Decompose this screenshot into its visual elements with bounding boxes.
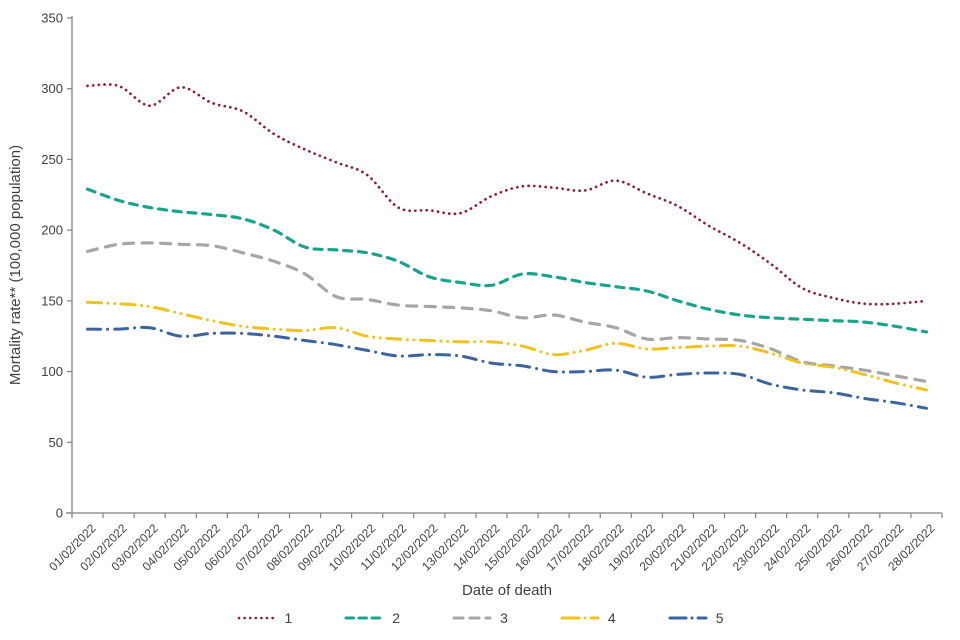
legend-sample-4 bbox=[560, 616, 600, 620]
series-lines bbox=[85, 83, 929, 410]
legend-item-2: 2 bbox=[344, 610, 400, 626]
legend-label-1: 1 bbox=[284, 610, 293, 626]
y-axis-title: Mortality rate** (100,000 population) bbox=[7, 145, 24, 385]
legend-sample-5 bbox=[668, 616, 708, 620]
legend-sample-3 bbox=[452, 616, 492, 620]
legend-sample-1 bbox=[237, 616, 276, 620]
axes bbox=[66, 16, 943, 518]
legend-item-4: 4 bbox=[560, 610, 616, 626]
x-axis-title: Date of death bbox=[462, 582, 552, 599]
legend-item-5: 5 bbox=[668, 610, 724, 626]
legend-sample-2 bbox=[344, 616, 384, 620]
mortality-rate-line-chart: Mortality rate** (100,000 population) Da… bbox=[7, 11, 943, 599]
y-tick-labels: 0 50 100 150 200 250 300 350 bbox=[41, 11, 63, 521]
legend-item-1: 1 bbox=[237, 610, 293, 626]
legend-item-3: 3 bbox=[452, 610, 508, 626]
series-5-line bbox=[86, 325, 928, 410]
series-3-line bbox=[85, 241, 929, 384]
y-tick-label: 150 bbox=[41, 293, 63, 308]
y-tick-label: 300 bbox=[41, 81, 63, 96]
series-2-line bbox=[85, 187, 929, 334]
y-tick-label: 0 bbox=[56, 506, 63, 521]
legend-label-2: 2 bbox=[392, 610, 401, 626]
y-tick-label: 350 bbox=[41, 11, 63, 26]
series-4-line bbox=[86, 300, 928, 392]
y-tick-label: 100 bbox=[41, 364, 63, 379]
y-tick-label: 200 bbox=[41, 223, 63, 238]
y-tick-label: 50 bbox=[49, 435, 63, 450]
chart-legend: 1 2 3 4 5 bbox=[0, 600, 960, 636]
legend-label-4: 4 bbox=[607, 610, 616, 626]
x-date-labels: 01/02/202202/02/202203/02/202204/02/2022… bbox=[46, 521, 938, 574]
legend-label-3: 3 bbox=[500, 610, 508, 626]
series-1-line bbox=[86, 83, 928, 306]
y-tick-label: 250 bbox=[41, 152, 63, 167]
legend-label-5: 5 bbox=[715, 610, 724, 626]
